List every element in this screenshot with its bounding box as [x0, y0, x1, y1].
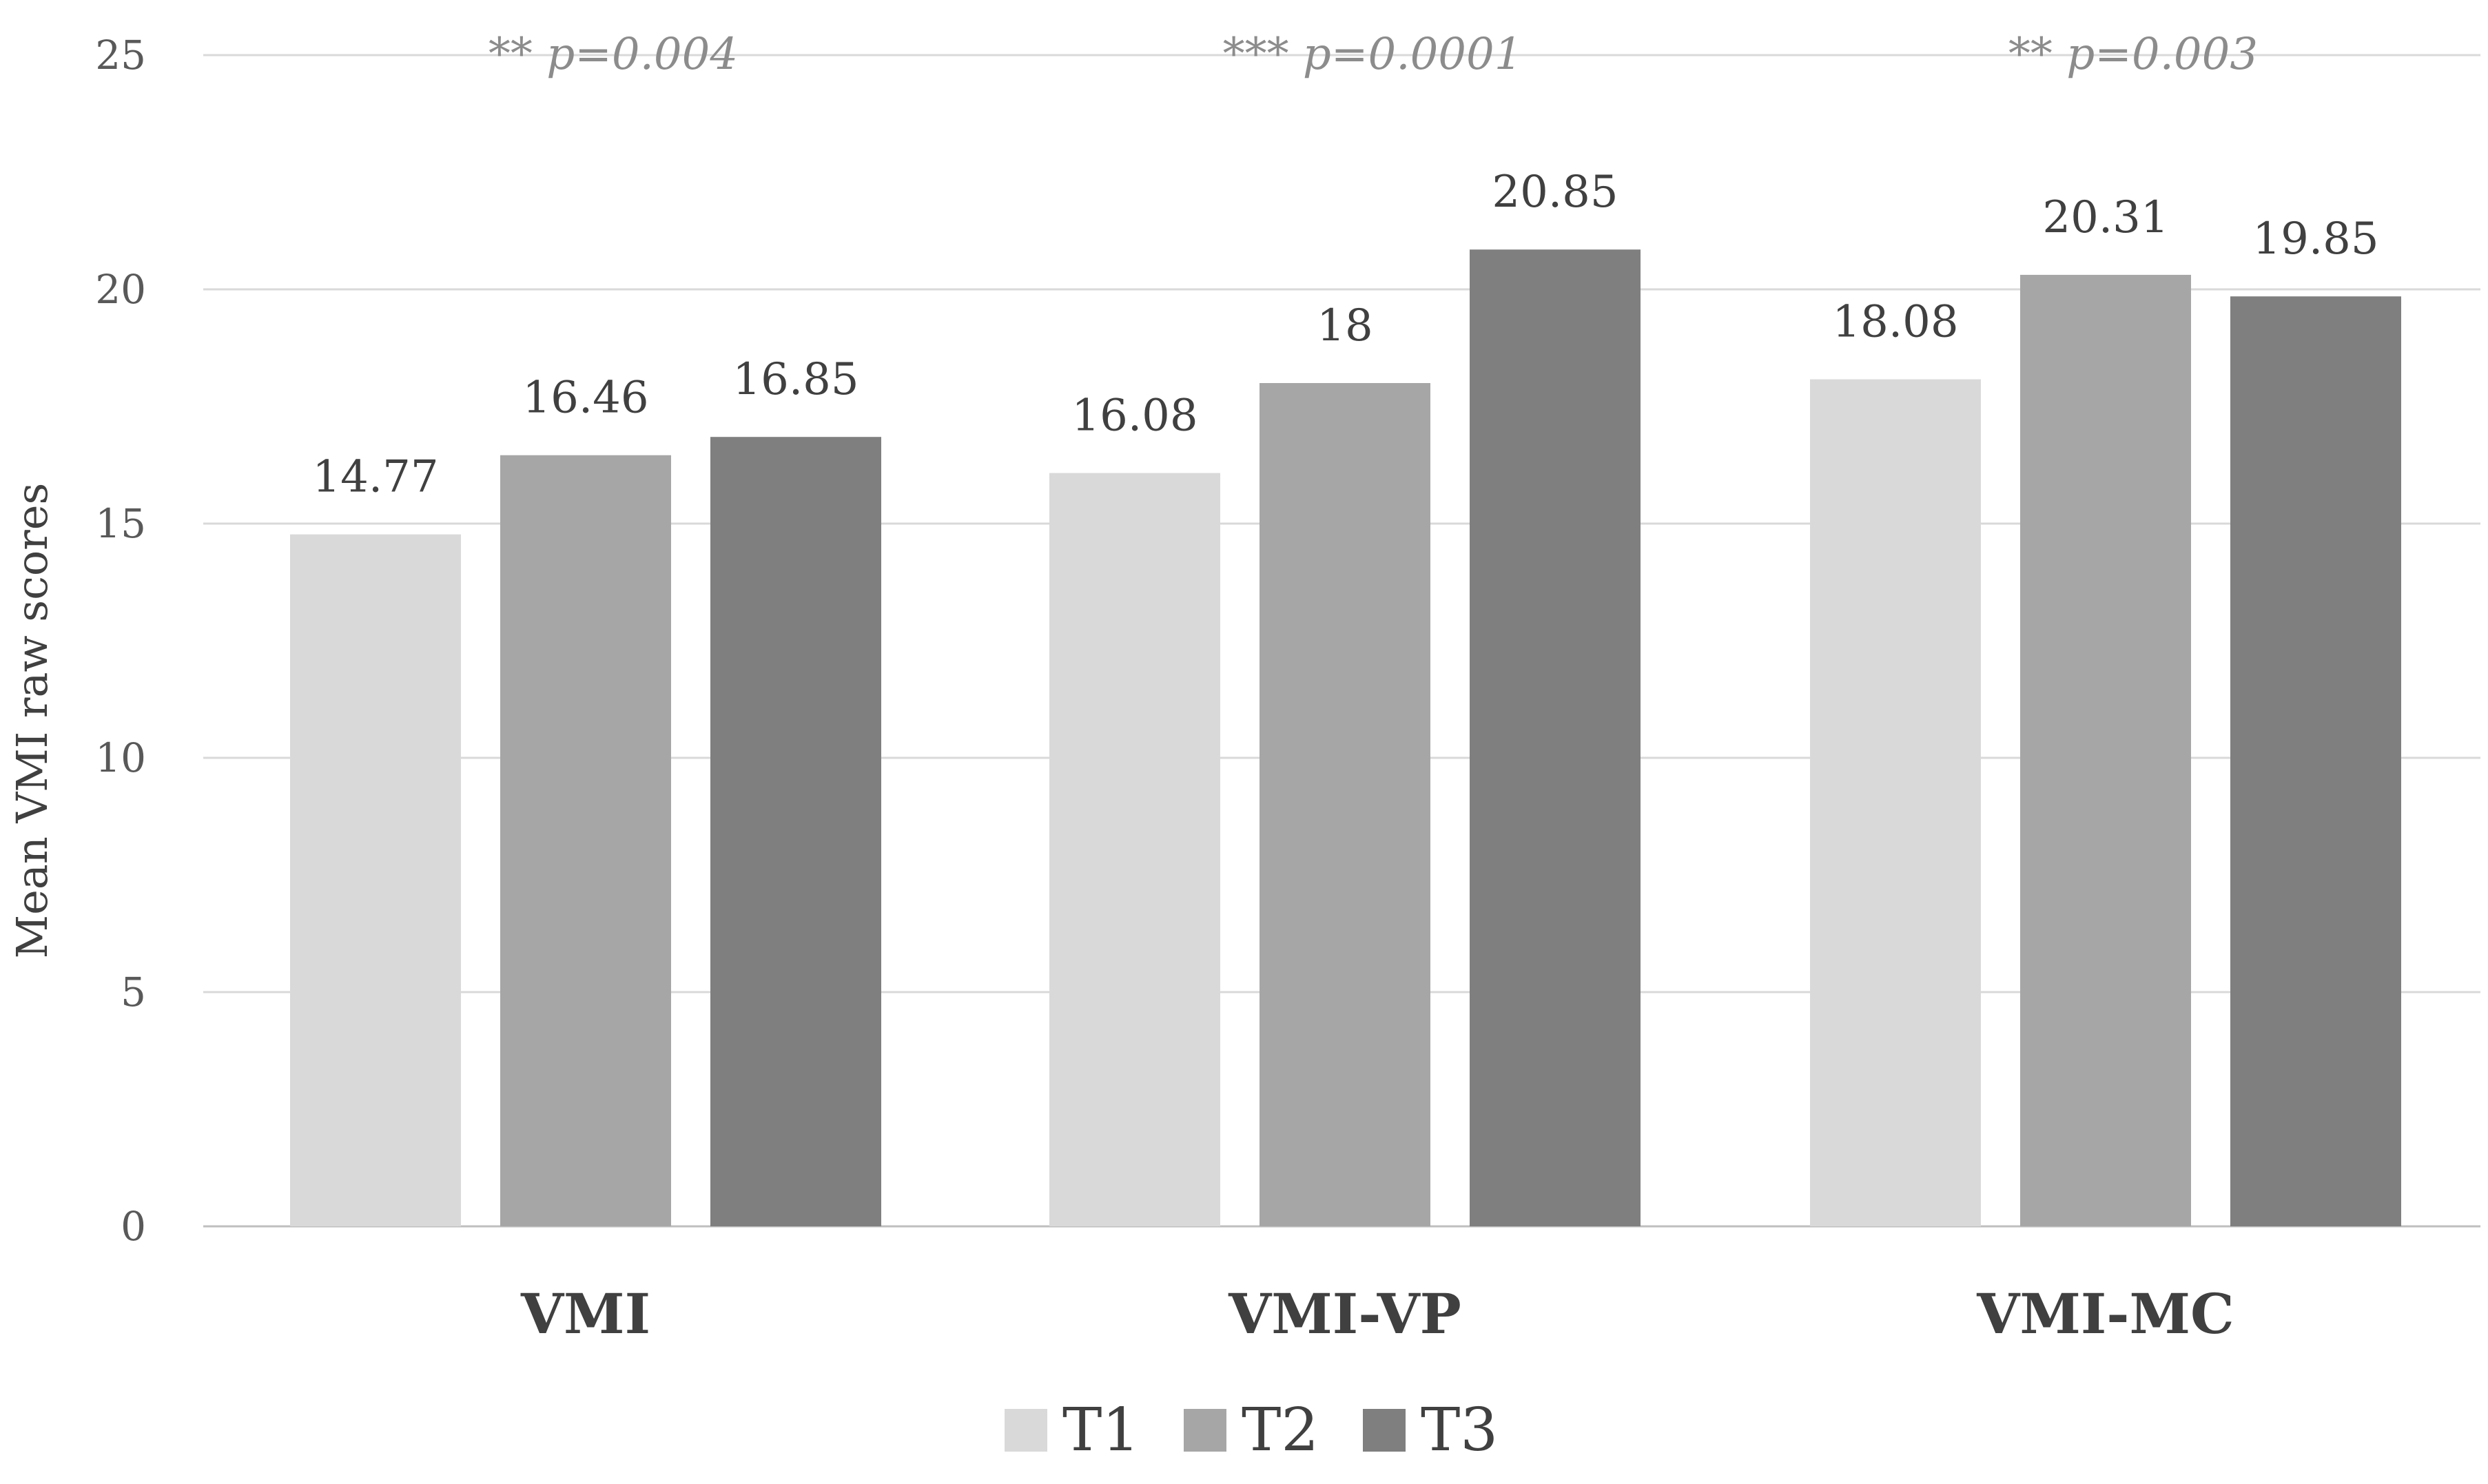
bar	[2020, 274, 2191, 1226]
data-label: 18	[1317, 300, 1372, 351]
legend-swatch	[1184, 1409, 1226, 1452]
data-label: 16.46	[522, 373, 648, 424]
bars	[290, 249, 2401, 1227]
bar	[1810, 379, 1981, 1226]
legend: T1 T2 T3	[1005, 1396, 1498, 1465]
x-tick-label: VMI-VP	[1228, 1281, 1461, 1346]
y-axis: Mean VMI raw scores 0 5 10 15 20 25	[7, 32, 146, 1250]
bar	[1049, 473, 1220, 1226]
y-tick-label: 15	[95, 500, 146, 547]
x-tick-label: VMI	[520, 1281, 650, 1346]
legend-label: T2	[1242, 1396, 1319, 1465]
data-label: 16.08	[1071, 391, 1197, 442]
bar	[1470, 249, 1641, 1227]
significance-annotation: *** p=0.0001	[1223, 29, 1523, 80]
y-tick-label: 5	[121, 969, 146, 1016]
value-labels: 14.77 16.08 18.08 16.46 18 20.31 16.85 20.85 19.…	[312, 167, 2378, 502]
significance-annotation: ** p=0.004	[489, 29, 738, 80]
bar	[500, 455, 671, 1226]
data-label: 16.85	[732, 354, 859, 405]
data-label: 14.77	[312, 452, 438, 503]
y-tick-label: 0	[121, 1203, 146, 1250]
data-label: 20.31	[2042, 192, 2168, 243]
data-label: 18.08	[1832, 297, 1958, 348]
legend-label: T1	[1062, 1396, 1140, 1465]
x-tick-label: VMI-MC	[1976, 1281, 2234, 1346]
legend-label: T3	[1421, 1396, 1498, 1465]
y-tick-label: 10	[95, 734, 146, 781]
data-label: 20.85	[1492, 167, 1618, 218]
x-axis: VMI VMI-VP VMI-MC	[520, 1281, 2234, 1346]
data-label: 19.85	[2252, 214, 2378, 265]
significance-annotation: ** p=0.003	[2008, 29, 2258, 80]
bar	[2230, 296, 2401, 1227]
y-tick-label: 20	[95, 266, 146, 313]
legend-swatch	[1005, 1409, 1047, 1452]
legend-swatch	[1363, 1409, 1406, 1452]
y-tick-label: 25	[95, 32, 146, 79]
bar	[710, 437, 881, 1227]
y-axis-title: Mean VMI raw scores	[7, 483, 57, 959]
bar	[1260, 383, 1430, 1226]
annotations: ** p=0.004 *** p=0.0001 ** p=0.003	[489, 29, 2258, 80]
bar	[290, 534, 461, 1226]
